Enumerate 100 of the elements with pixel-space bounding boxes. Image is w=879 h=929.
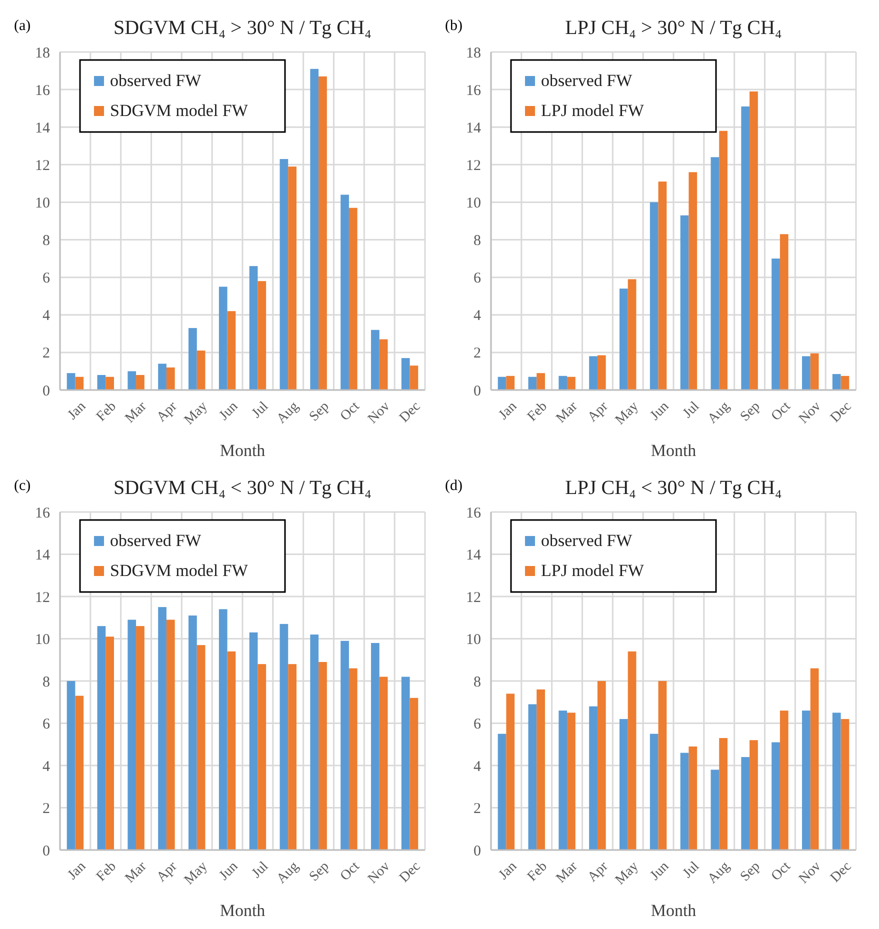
y-tick-label: 12 — [466, 590, 481, 606]
bar — [536, 373, 545, 390]
legend-label: SDGVM model FW — [110, 101, 249, 120]
bar — [802, 710, 810, 850]
bar — [280, 159, 288, 390]
y-tick-label: 12 — [466, 158, 481, 174]
x-tick-label: May — [182, 859, 211, 888]
bar — [528, 704, 537, 850]
x-tick-label: Nov — [796, 399, 824, 427]
legend-label: observed FW — [541, 71, 634, 90]
bar — [810, 668, 819, 850]
bar — [128, 371, 136, 390]
y-tick-label: 0 — [474, 383, 481, 400]
bar — [620, 719, 628, 850]
x-tick-label: Sep — [306, 399, 332, 425]
x-tick-label: Dec — [397, 399, 424, 426]
x-tick-label: Nov — [365, 399, 394, 427]
x-tick-label: Jul — [249, 859, 272, 882]
bar — [410, 366, 418, 390]
bar — [401, 358, 410, 390]
bar — [710, 770, 720, 850]
bar — [310, 634, 319, 850]
y-tick-label: 0 — [42, 383, 50, 400]
chart-title: LPJ CH₄ < 30° N / Tg CH₄ — [565, 477, 782, 499]
bar — [597, 681, 606, 850]
bar — [589, 356, 598, 390]
y-tick-label: 12 — [35, 590, 50, 606]
bar — [810, 353, 819, 390]
bar — [741, 106, 750, 390]
bar — [66, 373, 76, 390]
y-tick-label: 4 — [42, 308, 50, 324]
bar — [128, 620, 136, 850]
bar — [719, 130, 728, 390]
legend-label: SDGVM model FW — [110, 561, 249, 580]
bar — [158, 364, 166, 390]
bar — [166, 620, 175, 850]
x-axis-title: Month — [650, 441, 697, 460]
y-tick-label: 10 — [35, 632, 50, 648]
bar — [75, 376, 84, 390]
bar — [832, 374, 841, 390]
bar — [249, 266, 258, 390]
x-tick-label: Jan — [496, 859, 520, 883]
y-tick-label: 4 — [42, 758, 50, 775]
bar — [597, 355, 606, 390]
bar — [658, 681, 667, 850]
y-tick-label: 14 — [466, 548, 482, 564]
x-tick-label: Jul — [249, 399, 272, 422]
bar — [410, 698, 418, 850]
x-tick-label: Oct — [768, 859, 794, 884]
y-tick-label: 4 — [474, 758, 482, 775]
y-tick-label: 2 — [42, 346, 50, 362]
bar — [340, 640, 349, 850]
x-tick-label: Jul — [680, 859, 703, 882]
x-tick-label: Nov — [365, 859, 394, 887]
bar — [158, 607, 166, 850]
x-tick-label: May — [182, 399, 211, 428]
bar — [348, 668, 358, 850]
bar — [567, 376, 576, 390]
x-tick-label: Jun — [216, 399, 242, 424]
x-tick-label: May — [612, 859, 642, 888]
bar — [288, 664, 296, 850]
x-tick-label: Oct — [768, 399, 794, 424]
text: (a) — [14, 18, 31, 34]
bar — [371, 642, 380, 850]
bar — [506, 376, 515, 390]
bar — [340, 194, 349, 390]
x-axis-title: Month — [650, 901, 697, 920]
bar — [379, 339, 388, 390]
bar — [498, 734, 506, 850]
bar — [567, 712, 576, 850]
bar — [802, 356, 810, 390]
x-tick-label: Dec — [828, 859, 855, 886]
bar — [558, 376, 568, 390]
bar — [188, 616, 197, 850]
bar — [620, 288, 628, 390]
bar — [97, 626, 106, 850]
legend-label: observed FW — [110, 71, 202, 90]
x-tick-label: Sep — [738, 399, 764, 425]
x-tick-label: Mar — [554, 858, 582, 886]
x-tick-label: Apr — [154, 858, 180, 886]
legend-label: observed FW — [110, 531, 202, 550]
x-tick-label: Jan — [65, 859, 89, 883]
x-tick-label: Feb — [94, 859, 120, 885]
x-tick-label: Mar — [554, 398, 582, 426]
y-tick-label: 6 — [42, 270, 50, 287]
text: (b) — [445, 18, 462, 34]
chart-title: LPJ CH₄ > 30° N / Tg CH₄ — [565, 17, 782, 39]
bar — [772, 258, 780, 390]
x-tick-label: Jan — [65, 399, 89, 423]
x-tick-label: Jun — [216, 859, 242, 884]
bar — [318, 662, 327, 850]
y-tick-label: 6 — [474, 270, 482, 287]
bar — [379, 676, 388, 850]
x-tick-label: Feb — [524, 859, 550, 885]
y-tick-label: 8 — [42, 674, 50, 690]
x-tick-label: Mar — [122, 858, 150, 886]
bar — [218, 609, 228, 850]
bar — [227, 651, 236, 850]
x-tick-label: Sep — [306, 859, 332, 885]
bar — [650, 202, 658, 390]
